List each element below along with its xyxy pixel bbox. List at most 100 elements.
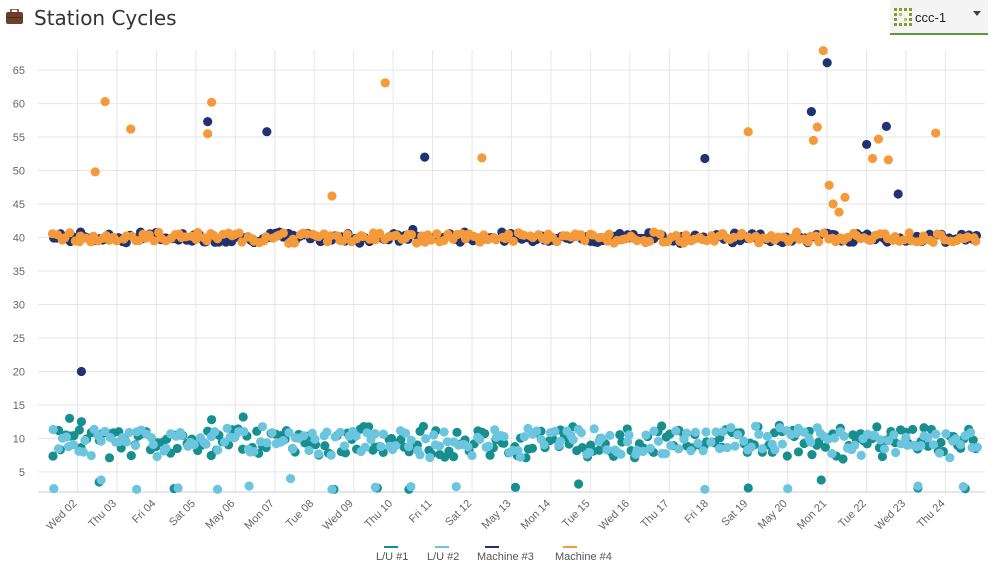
data-point [477, 153, 487, 163]
y-tick-label: 50 [13, 166, 25, 178]
data-point [638, 446, 648, 457]
data-point [816, 475, 826, 485]
data-point [923, 433, 933, 443]
data-point [449, 451, 459, 462]
data-point [420, 152, 430, 162]
data-point [701, 427, 711, 437]
data-point [934, 448, 945, 458]
data-point [499, 431, 509, 442]
data-point [418, 421, 429, 432]
data-point [76, 366, 87, 377]
data-point [690, 427, 700, 437]
data-point [674, 444, 684, 454]
data-point [463, 442, 473, 452]
x-tick-label: May 13 [480, 498, 514, 532]
data-point [400, 428, 411, 438]
data-point [74, 425, 84, 435]
data-point [901, 432, 911, 442]
data-point [867, 153, 878, 164]
data-point [124, 427, 134, 438]
data-point [485, 450, 495, 460]
data-point [806, 107, 816, 117]
data-point [335, 427, 345, 438]
data-point [442, 437, 453, 447]
data-point [750, 421, 761, 431]
data-point [792, 227, 802, 237]
data-point [327, 484, 337, 494]
data-point [210, 427, 220, 437]
data-point [48, 451, 58, 461]
data-point [807, 449, 817, 460]
data-point [743, 127, 753, 137]
data-point [605, 430, 615, 441]
data-point [475, 434, 485, 444]
data-point [872, 422, 882, 432]
data-point [112, 236, 122, 246]
data-point [257, 422, 268, 432]
grid-logo-icon [894, 8, 912, 26]
data-point [452, 427, 462, 437]
data-point [320, 441, 330, 451]
data-point [126, 124, 136, 134]
legend-swatch [563, 546, 577, 548]
legend-swatch [384, 546, 398, 548]
data-point [743, 483, 753, 493]
data-point [340, 448, 351, 458]
data-point [90, 167, 100, 177]
data-point [550, 426, 560, 437]
data-point [121, 437, 131, 447]
x-tick-label: May 20 [756, 498, 790, 532]
data-point [406, 482, 416, 492]
data-point [48, 424, 58, 435]
data-point [288, 444, 298, 454]
data-point [193, 227, 203, 238]
data-point [475, 237, 485, 247]
data-point [189, 439, 199, 450]
data-point [161, 443, 171, 453]
y-tick-label: 55 [13, 132, 25, 144]
legend-label: L/U #2 [427, 551, 460, 563]
data-point [278, 436, 288, 446]
data-point [86, 450, 96, 461]
data-point [262, 127, 272, 137]
data-point [754, 429, 764, 439]
y-tick-label: 65 [13, 65, 25, 77]
data-point [325, 231, 336, 241]
data-point [730, 441, 740, 451]
data-point [378, 429, 388, 439]
data-point [873, 134, 884, 144]
data-point [783, 484, 793, 494]
x-tick-label: Mon 07 [242, 498, 276, 532]
data-point [757, 444, 767, 454]
data-point [698, 446, 708, 456]
x-tick-label: Wed 16 [597, 498, 632, 533]
data-point [406, 435, 416, 445]
data-point [415, 450, 425, 460]
data-point [244, 481, 254, 491]
data-point [425, 452, 435, 463]
data-point [793, 447, 804, 457]
data-point [201, 439, 211, 449]
page-title: Station Cycles [34, 6, 177, 30]
data-point [322, 427, 332, 437]
data-point [786, 233, 797, 243]
y-tick-label: 35 [13, 266, 25, 278]
data-point [434, 441, 445, 451]
x-tick-label: Fri 11 [407, 498, 435, 526]
data-point [838, 454, 848, 464]
data-point [889, 430, 899, 440]
data-point [576, 428, 586, 438]
data-point [100, 96, 110, 107]
data-point [594, 445, 604, 455]
data-point [439, 427, 449, 437]
data-point [310, 434, 320, 444]
machine-selector[interactable]: ccc-1 [890, 0, 988, 35]
data-point [173, 483, 183, 493]
data-point [64, 413, 75, 423]
data-point [568, 435, 578, 445]
y-tick-label: 30 [13, 299, 25, 311]
data-point [700, 153, 710, 164]
data-point [96, 436, 106, 446]
data-point [451, 482, 461, 492]
data-point [931, 128, 941, 138]
